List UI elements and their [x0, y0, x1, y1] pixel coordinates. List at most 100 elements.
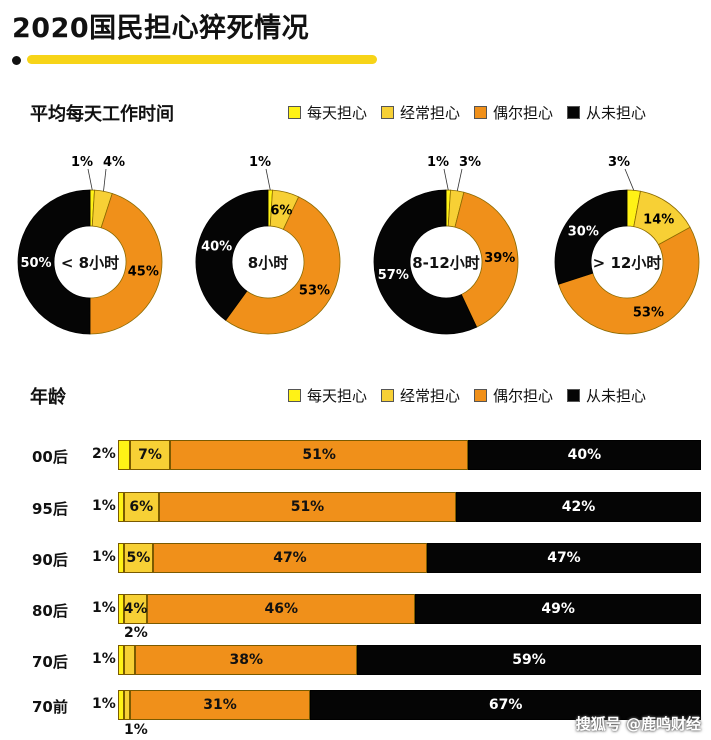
donut-label: 14% [643, 212, 674, 227]
bar-segment: 38% [135, 645, 358, 675]
legend-swatch [474, 389, 488, 402]
donut-slice [89, 193, 163, 335]
title-dot [12, 56, 21, 65]
donut-label: 50% [20, 256, 51, 271]
bar-outside-label: 2% [124, 625, 148, 641]
donut-label: 40% [201, 239, 232, 254]
legend-swatch [567, 389, 581, 402]
bar-segment: 5% [123, 543, 153, 573]
donut-slice [195, 189, 269, 321]
stacked-bar: 38% 59% [118, 645, 701, 675]
bar-value-label: 38% [229, 652, 263, 668]
bar-segment [118, 690, 124, 720]
legend-label: 偶尔担心 [493, 387, 554, 405]
bar-segment [123, 690, 130, 720]
legend-label: 偶尔担心 [493, 104, 554, 122]
bar-value-label: 31% [203, 697, 237, 713]
bar-outside-label: 1% [124, 722, 148, 738]
donut-slice [558, 226, 700, 335]
donut-label: 45% [128, 264, 159, 279]
bar-category-label: 80后 [32, 602, 68, 620]
donut-label: 1% [71, 155, 93, 170]
legend-item: 偶尔担心 [474, 385, 553, 406]
bar-segment: 59% [357, 645, 701, 675]
bar-daily-worry-label: 1% [92, 696, 116, 712]
legend-label: 经常担心 [400, 387, 461, 405]
bar-segment: 7% [129, 440, 171, 470]
donut-label: 4% [103, 155, 125, 170]
bar-segment: 47% [152, 543, 427, 573]
bar-segment: 40% [467, 440, 701, 470]
bar-value-label: 40% [567, 447, 602, 463]
donut-svg: 1% 4% 45% 50% 1% 6% 53% 40% 1% 3% 39% 57% 3% 14% 53% 30… [17, 155, 700, 335]
bar-segment [123, 645, 136, 675]
bar-value-label: 47% [547, 550, 581, 566]
bar-segment [118, 492, 124, 522]
legend-label: 经常担心 [400, 104, 461, 122]
legend-swatch [567, 106, 581, 119]
stacked-bar: 4% 46% 49% [118, 594, 701, 624]
donut-label: 6% [270, 204, 292, 219]
legend-swatch [288, 106, 301, 119]
legend-swatch [474, 106, 488, 119]
bar-value-label: 4% [123, 601, 148, 617]
legend-item: 从未担心 [567, 102, 646, 123]
bar-value-label: 49% [541, 601, 575, 617]
stacked-bar: 6% 51% 42% [118, 492, 701, 522]
page-title: 2020国民担心猝死情况 [12, 13, 310, 44]
donut-slice [554, 189, 628, 285]
legend-item: 每天担心 [288, 385, 367, 406]
donut-leader-line [265, 168, 271, 191]
legend-age: 每天担心 经常担心 偶尔担心 从未担心 [288, 385, 708, 406]
donut-leader-line [624, 168, 635, 191]
bar-segment: 31% [129, 690, 311, 720]
bar-category-label: 90后 [32, 551, 68, 569]
donut-slice [373, 189, 478, 335]
bar-row: 95后 1% 6% 51% 42% [0, 492, 711, 522]
bar-category-label: 70后 [32, 653, 68, 671]
legend-label: 从未担心 [586, 104, 647, 122]
bar-row: 90后 1% 5% 47% 47% [0, 543, 711, 573]
legend-item: 偶尔担心 [474, 102, 553, 123]
bar-row: 80后 1% 4% 46% 49% [0, 594, 711, 624]
legend-item: 从未担心 [567, 385, 646, 406]
bar-segment: 49% [415, 594, 701, 624]
legend-work-hours: 每天担心 经常担心 偶尔担心 从未担心 [288, 102, 708, 123]
donut-label: 53% [633, 306, 664, 321]
stacked-bar: 7% 51% 40% [118, 440, 701, 470]
legend-label: 每天担心 [307, 387, 368, 405]
bar-daily-worry-label: 1% [92, 498, 116, 514]
donut-slice [17, 189, 91, 335]
bar-value-label: 7% [138, 447, 162, 463]
legend-label: 从未担心 [586, 387, 647, 405]
donut-leader-line [443, 168, 449, 191]
donut-label: 39% [484, 251, 515, 266]
bar-segment [118, 594, 124, 624]
section-title-age: 年龄 [30, 387, 66, 408]
bar-category-label: 95后 [32, 500, 68, 518]
section-title-work-hours: 平均每天工作时间 [30, 104, 174, 125]
bar-row: 70后 1% 38% 59% [0, 645, 711, 675]
legend-label: 每天担心 [307, 104, 368, 122]
bar-category-label: 70前 [32, 698, 68, 716]
bar-segment: 6% [123, 492, 159, 522]
bar-row: 00后 2% 7% 51% 40% [0, 440, 711, 470]
donut-label: 53% [299, 283, 330, 298]
bar-segment: 67% [310, 690, 701, 720]
legend-item: 经常担心 [381, 385, 460, 406]
donut-label: 1% [427, 155, 449, 170]
bar-segment [118, 543, 124, 573]
bar-daily-worry-label: 1% [92, 549, 116, 565]
bar-value-label: 51% [302, 447, 336, 463]
legend-swatch [381, 106, 395, 119]
bar-segment: 51% [158, 492, 457, 522]
bar-value-label: 42% [561, 499, 596, 515]
bar-value-label: 59% [512, 652, 546, 668]
stacked-bar: 5% 47% 47% [118, 543, 701, 573]
bar-segment: 47% [426, 543, 701, 573]
bar-daily-worry-label: 1% [92, 600, 116, 616]
bar-segment [118, 645, 124, 675]
bar-segment: 51% [170, 440, 468, 470]
donut-label: 30% [568, 224, 599, 239]
donut-leader-line [456, 168, 463, 191]
